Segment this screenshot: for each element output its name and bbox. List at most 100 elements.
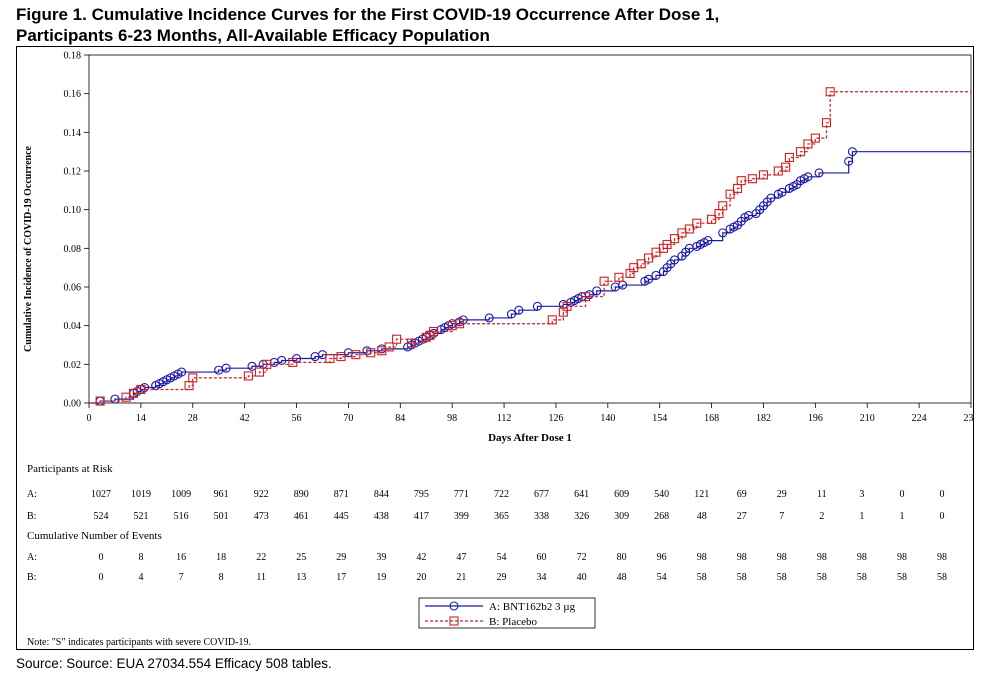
- data-point-placebo: [718, 201, 728, 211]
- events-row-a-value: 0: [99, 552, 104, 563]
- at-risk-row-b-value: 524: [94, 511, 109, 522]
- x-tick-label: 140: [600, 413, 615, 424]
- at-risk-row-a-value: 121: [694, 489, 709, 500]
- at-risk-row-a-value: 722: [494, 489, 509, 500]
- data-point-placebo: [692, 218, 702, 228]
- data-point-placebo: [669, 234, 680, 244]
- at-risk-row-a-value: 609: [614, 489, 629, 500]
- events-row-b-label: B:: [27, 572, 36, 583]
- events-row-a-value: 98: [817, 552, 827, 563]
- events-row-a-value: 98: [777, 552, 787, 563]
- events-row-a-value: 98: [737, 552, 747, 563]
- data-point-placebo: [95, 396, 105, 406]
- x-tick-label: 56: [292, 413, 302, 424]
- at-risk-row-a-value: 922: [254, 489, 269, 500]
- data-point-bnt162b2: [703, 236, 713, 246]
- data-point-placebo: [781, 162, 791, 172]
- at-risk-row-a-value: 844: [374, 489, 389, 500]
- at-risk-row-a-value: 771: [454, 489, 469, 500]
- data-point-placebo: [644, 253, 654, 263]
- at-risk-row-b-value: 48: [697, 511, 707, 522]
- events-row-b-value: 58: [817, 572, 827, 583]
- at-risk-row-a-value: 11: [817, 489, 827, 500]
- data-point-placebo: [384, 342, 394, 352]
- x-tick-label: 210: [860, 413, 875, 424]
- at-risk-row-b-value: 473: [254, 511, 269, 522]
- at-risk-row-a-value: 890: [294, 489, 309, 500]
- events-row-a-value: 96: [657, 552, 667, 563]
- at-risk-row-b-value: 417: [414, 511, 429, 522]
- data-point-bnt162b2: [651, 270, 661, 280]
- events-row-b-value: 19: [376, 572, 386, 583]
- events-row-b-value: 11: [256, 572, 266, 583]
- events-row-b-value: 58: [697, 572, 707, 583]
- events-row-b-value: 58: [857, 572, 867, 583]
- at-risk-row-b-value: 27: [737, 511, 747, 522]
- data-point-placebo: [599, 276, 609, 286]
- series-line-placebo: [89, 91, 971, 404]
- data-point-bnt162b2: [669, 255, 680, 265]
- events-row-b-value: 58: [737, 572, 747, 583]
- legend: A: BNT162b2 3 µg B: Placebo: [418, 597, 596, 629]
- data-point-placebo: [366, 348, 376, 358]
- at-risk-row-b-value: 1: [859, 511, 864, 522]
- x-tick-label: 98: [447, 413, 457, 424]
- events-row-b-value: 13: [296, 572, 306, 583]
- data-point-placebo: [636, 259, 646, 269]
- events-row-a-value: 98: [697, 552, 707, 563]
- at-risk-row-b-value: 399: [454, 511, 469, 522]
- at-risk-row-a-value: 3: [859, 489, 864, 500]
- events-row-b-value: 29: [496, 572, 506, 583]
- series-line-bnt162b2: [89, 151, 971, 404]
- events-row-a-value: 80: [617, 552, 627, 563]
- plot-border: [88, 54, 972, 404]
- data-point-placebo: [684, 224, 694, 234]
- data-point-placebo: [810, 133, 820, 143]
- data-point-placebo: [136, 384, 146, 395]
- at-risk-row-a-value: 677: [534, 489, 549, 500]
- data-point-bnt162b2: [177, 367, 187, 377]
- events-row-a-label: A:: [27, 552, 37, 563]
- data-point-placebo: [288, 357, 298, 367]
- x-tick-label: 70: [343, 413, 353, 424]
- data-point-placebo: [784, 152, 794, 163]
- cumulative-events-title: Cumulative Number of Events: [27, 530, 162, 542]
- y-tick-label: 0.18: [64, 51, 82, 62]
- events-row-a-value: 54: [496, 552, 506, 563]
- at-risk-row-b-value: 338: [534, 511, 549, 522]
- data-point-bnt162b2: [644, 274, 654, 284]
- data-point-placebo: [406, 338, 416, 348]
- x-tick-label: 224: [912, 413, 927, 424]
- data-point-bnt162b2: [592, 286, 602, 296]
- data-point-placebo: [614, 272, 624, 282]
- y-tick-label: 0.12: [64, 167, 82, 178]
- data-point-placebo: [707, 214, 717, 224]
- events-row-a-value: 98: [937, 552, 947, 563]
- at-risk-row-a-value: 961: [214, 489, 229, 500]
- figure-title-line1: Figure 1. Cumulative Incidence Curves fo…: [16, 5, 720, 24]
- events-row-a-value: 42: [416, 552, 426, 563]
- data-point-bnt162b2: [766, 193, 776, 203]
- data-point-placebo: [547, 315, 557, 325]
- cumulative-incidence-chart: 0.00 0.02 0.04 0.06 0.08 0.10 0.12 0.14 0.16 0.18…: [23, 51, 973, 649]
- events-row-a-value: 72: [577, 552, 587, 563]
- at-risk-row-b-value: 268: [654, 511, 669, 522]
- data-point-bnt162b2: [484, 313, 494, 323]
- events-row-b-value: 40: [577, 572, 587, 583]
- at-risk-row-a-value: 1027: [91, 489, 111, 500]
- data-point-placebo: [429, 326, 439, 337]
- events-row-b-value: 48: [617, 572, 627, 583]
- data-point-bnt162b2: [718, 228, 728, 238]
- y-tick-label: 0.10: [64, 205, 82, 216]
- y-tick-label: 0.08: [64, 244, 82, 255]
- at-risk-row-a-value: 1009: [171, 489, 191, 500]
- at-risk-row-b-value: 521: [134, 511, 149, 522]
- y-tick-label: 0.06: [64, 283, 82, 294]
- events-row-b-value: 17: [336, 572, 346, 583]
- data-point-placebo: [795, 147, 806, 157]
- x-tick-label: 196: [808, 413, 823, 424]
- data-point-bnt162b2: [814, 168, 824, 178]
- x-tick-label: 126: [548, 413, 563, 424]
- x-tick-label: 28: [188, 413, 198, 424]
- events-row-b-value: 4: [139, 572, 144, 583]
